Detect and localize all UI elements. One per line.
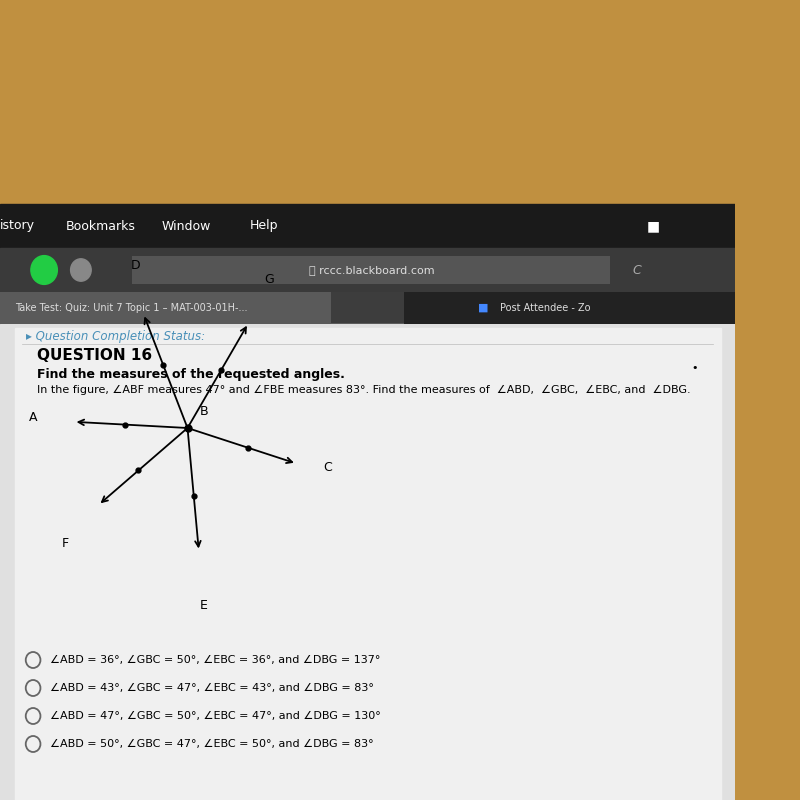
- Text: ∠ABD = 50°, ∠GBC = 47°, ∠EBC = 50°, and ∠DBG = 83°: ∠ABD = 50°, ∠GBC = 47°, ∠EBC = 50°, and …: [50, 739, 374, 749]
- Text: Bookmarks: Bookmarks: [66, 219, 136, 233]
- Text: istory: istory: [0, 219, 35, 233]
- Bar: [405, 292, 735, 324]
- Text: D: D: [131, 259, 141, 272]
- Text: Help: Help: [250, 219, 278, 233]
- Bar: [0, 292, 735, 324]
- Bar: [0, 204, 735, 248]
- Text: Find the measures of the requested angles.: Find the measures of the requested angle…: [37, 368, 345, 381]
- Text: ∠ABD = 47°, ∠GBC = 50°, ∠EBC = 47°, and ∠DBG = 130°: ∠ABD = 47°, ∠GBC = 50°, ∠EBC = 47°, and …: [50, 711, 381, 721]
- Bar: [0, 324, 735, 800]
- Text: ■: ■: [478, 303, 489, 313]
- Text: C: C: [633, 263, 641, 277]
- Text: F: F: [62, 537, 69, 550]
- Text: Post Attendee - Zo: Post Attendee - Zo: [500, 303, 590, 313]
- Text: ∠ABD = 43°, ∠GBC = 47°, ∠EBC = 43°, and ∠DBG = 83°: ∠ABD = 43°, ∠GBC = 47°, ∠EBC = 43°, and …: [50, 683, 374, 693]
- Text: G: G: [264, 273, 274, 286]
- Bar: [0, 248, 735, 292]
- Text: E: E: [199, 599, 207, 612]
- Text: C: C: [323, 461, 332, 474]
- Text: ∠ABD = 36°, ∠GBC = 50°, ∠EBC = 36°, and ∠DBG = 137°: ∠ABD = 36°, ∠GBC = 50°, ∠EBC = 36°, and …: [50, 655, 380, 665]
- Text: QUESTION 16: QUESTION 16: [37, 349, 152, 363]
- Bar: [132, 255, 610, 284]
- Bar: [14, 328, 721, 800]
- Text: ▸ Question Completion Status:: ▸ Question Completion Status:: [26, 330, 205, 342]
- Bar: [0, 0, 735, 204]
- Circle shape: [31, 256, 58, 284]
- Text: Take Test: Quiz: Unit 7 Topic 1 – MAT-003-01H-...: Take Test: Quiz: Unit 7 Topic 1 – MAT-00…: [14, 303, 247, 313]
- Text: Window: Window: [162, 219, 211, 233]
- Circle shape: [70, 258, 91, 282]
- Text: •: •: [691, 363, 698, 373]
- Text: 🔒 rccc.blackboard.com: 🔒 rccc.blackboard.com: [309, 265, 434, 275]
- Bar: [0, 292, 331, 324]
- Text: ■: ■: [647, 219, 660, 233]
- Text: B: B: [199, 406, 208, 418]
- Text: In the figure, ∠ABF measures 47° and ∠FBE measures 83°. Find the measures of  ∠A: In the figure, ∠ABF measures 47° and ∠FB…: [37, 386, 690, 395]
- Text: A: A: [29, 411, 38, 424]
